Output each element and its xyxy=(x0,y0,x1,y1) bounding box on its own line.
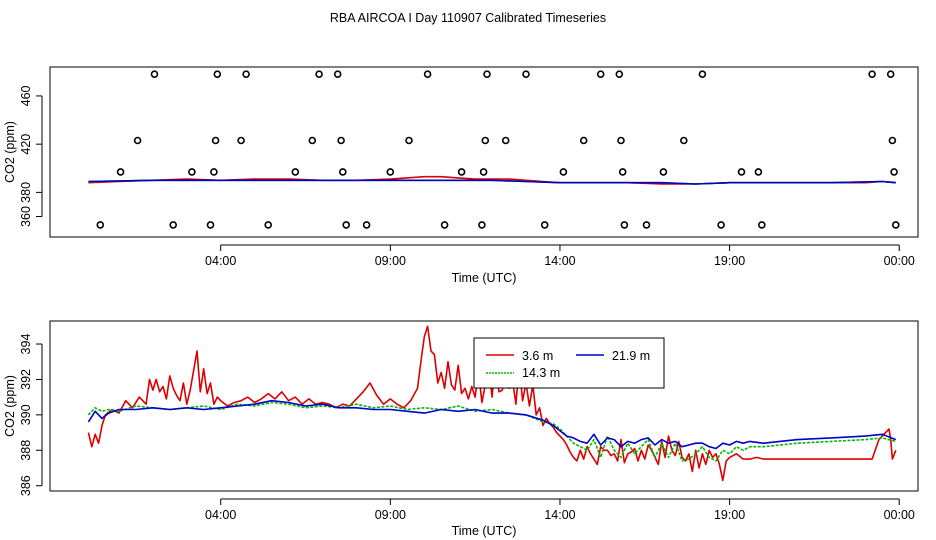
calibration-point xyxy=(405,136,413,145)
x-tick-label: 00:00 xyxy=(884,508,915,522)
calibration-point xyxy=(888,136,897,145)
calibration-point xyxy=(342,221,351,229)
calibration-point xyxy=(386,168,395,176)
calibration-point xyxy=(206,221,215,229)
series-line-3-6-m xyxy=(87,325,897,482)
panel-top-y-label: CO2 (ppm) xyxy=(3,121,17,183)
calibration-point xyxy=(522,70,530,78)
panel-top: 04:00 09:00 14:00 19:00 00:00 360 380 420 460 T… xyxy=(3,66,919,285)
calibration-point xyxy=(620,221,629,229)
calibration-point xyxy=(150,70,159,78)
x-tick-label: 04:00 xyxy=(205,254,236,268)
x-tick-label: 00:00 xyxy=(884,254,915,268)
y-tick-label: 390 xyxy=(19,404,33,425)
calibration-point xyxy=(116,168,125,176)
calibration-point xyxy=(483,70,491,78)
calibration-point xyxy=(308,136,317,145)
calibration-point xyxy=(890,168,898,176)
panel-bottom-y-label: CO2 (ppm) xyxy=(3,375,17,437)
legend-label-21-9m: 21.9 m xyxy=(612,349,650,363)
panel-top-x-label: Time (UTC) xyxy=(452,271,517,285)
calibration-point xyxy=(291,168,300,176)
calibration-point xyxy=(423,70,432,78)
calibration-point xyxy=(457,168,466,176)
calibration-point xyxy=(617,136,625,145)
calibration-point xyxy=(615,70,624,78)
series-line-14-3-m xyxy=(87,401,897,462)
calibration-point xyxy=(596,70,605,78)
calibration-point xyxy=(659,168,668,176)
calibration-point xyxy=(618,168,627,176)
calibration-point xyxy=(579,136,588,145)
x-tick-label: 14:00 xyxy=(544,254,575,268)
calibration-point xyxy=(559,168,568,176)
chart-title: RBA AIRCOA I Day 110907 Calibrated Times… xyxy=(330,11,606,25)
series-line-21-9-m xyxy=(87,399,897,450)
x-tick-label: 09:00 xyxy=(375,254,406,268)
calibration-point xyxy=(333,70,342,78)
y-tick-label: 380 xyxy=(19,182,33,203)
calibration-point xyxy=(211,136,220,145)
calibration-point xyxy=(362,221,371,229)
x-tick-label: 19:00 xyxy=(714,508,745,522)
y-tick-label: 360 xyxy=(19,206,33,227)
y-tick-label: 386 xyxy=(19,475,33,496)
calibration-point xyxy=(891,221,900,229)
y-tick-label: 420 xyxy=(19,134,33,155)
panel-bottom-frame xyxy=(49,320,919,492)
calibration-point xyxy=(213,70,222,78)
calibration-point xyxy=(337,136,345,145)
calibration-point xyxy=(315,70,323,78)
panel-top-calibration-points xyxy=(96,70,900,229)
calibration-point xyxy=(237,136,245,145)
x-tick-label: 04:00 xyxy=(205,508,236,522)
legend: 3.6 m 21.9 m 14.3 m xyxy=(473,337,665,389)
x-tick-label: 14:00 xyxy=(544,508,575,522)
panel-top-series xyxy=(88,175,896,185)
panel-bottom: 04:00 09:00 14:00 19:00 00:00 386 388 390 392 39… xyxy=(3,320,919,538)
calibration-point xyxy=(188,168,196,176)
calibration-point xyxy=(481,136,490,145)
y-tick-label: 392 xyxy=(19,369,33,390)
panel-top-frame xyxy=(49,66,919,238)
calibration-point xyxy=(642,221,651,229)
calibration-point xyxy=(501,136,510,145)
calibration-point xyxy=(698,70,707,78)
legend-label-3-6m: 3.6 m xyxy=(522,349,553,363)
x-tick-label: 19:00 xyxy=(714,254,745,268)
panel-bottom-x-axis: 04:00 09:00 14:00 19:00 00:00 xyxy=(205,498,915,522)
y-tick-label: 460 xyxy=(19,85,33,106)
calibration-point xyxy=(96,221,105,229)
calibration-point xyxy=(242,70,250,78)
calibration-point xyxy=(540,221,549,229)
legend-box xyxy=(473,337,665,389)
series-line-21-9-m xyxy=(88,179,896,185)
calibration-point xyxy=(478,221,486,229)
panel-top-x-axis: 04:00 09:00 14:00 19:00 00:00 xyxy=(205,244,915,268)
calibration-point xyxy=(886,70,895,78)
calibration-point xyxy=(679,136,688,145)
calibration-point xyxy=(754,168,763,176)
panel-bottom-series xyxy=(87,325,897,482)
y-tick-label: 388 xyxy=(19,440,33,461)
calibration-point xyxy=(717,221,725,229)
x-tick-label: 09:00 xyxy=(375,508,406,522)
calibration-point xyxy=(479,168,488,176)
calibration-point xyxy=(737,168,746,176)
legend-label-14-3m: 14.3 m xyxy=(522,366,560,380)
panel-bottom-x-label: Time (UTC) xyxy=(452,524,517,538)
calibration-point xyxy=(868,70,876,78)
calibration-point xyxy=(338,168,347,176)
calibration-point xyxy=(133,136,142,145)
calibration-point xyxy=(440,221,449,229)
y-tick-label: 394 xyxy=(19,334,33,355)
panel-top-y-axis: 360 380 420 460 xyxy=(19,85,43,227)
panel-bottom-y-axis: 386 388 390 392 394 xyxy=(19,334,43,496)
calibration-point xyxy=(757,221,766,229)
calibration-point xyxy=(210,168,218,176)
calibration-point xyxy=(169,221,177,229)
calibration-point xyxy=(264,221,273,229)
